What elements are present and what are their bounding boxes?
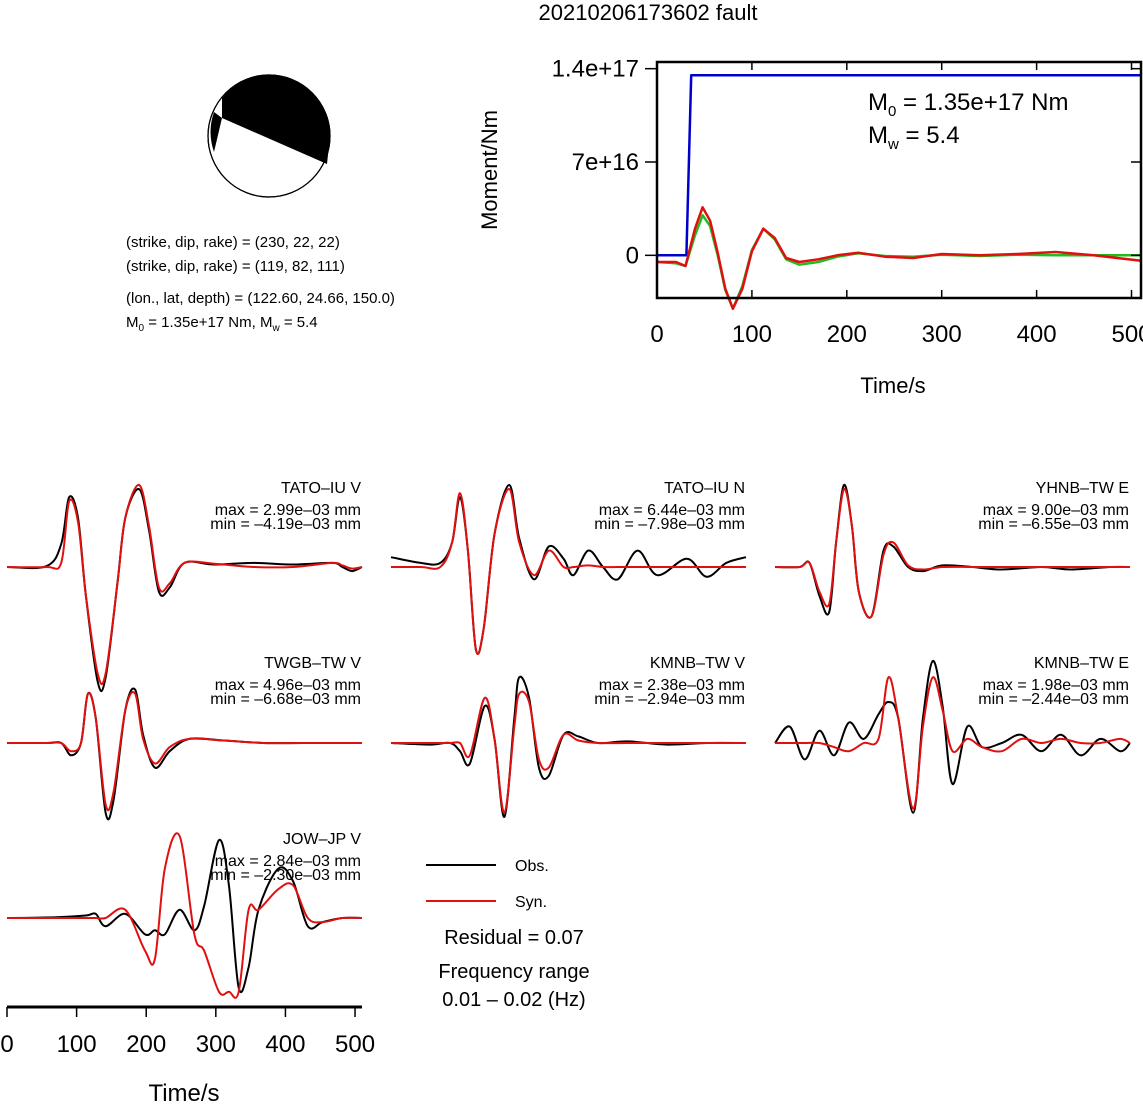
moment-y-label: Moment/Nm — [477, 110, 502, 230]
nodal-plane-2: (strike, dip, rake) = (119, 82, 111) — [126, 258, 345, 275]
moment-x-tick-label: 0 — [650, 321, 663, 348]
moment-series-1 — [656, 214, 1141, 310]
station-min: min = –6.68e–03 mm — [210, 691, 361, 708]
nodal-plane-1: (strike, dip, rake) = (230, 22, 22) — [126, 234, 340, 251]
synthetic-trace — [774, 488, 1130, 619]
legend-syn-label: Syn. — [515, 894, 547, 911]
waveform-x-tick-label: 500 — [335, 1031, 375, 1058]
observed-trace — [774, 659, 1131, 814]
legend: Obs. Syn. — [426, 858, 549, 911]
synthetic-trace — [391, 488, 746, 655]
waveform-x-axis: 0 100 200 300 400 500 — [0, 1005, 375, 1058]
station-max: max = 6.44e–03 mm — [599, 502, 745, 519]
moment-mw-annotation: Mw = 5.4 — [868, 122, 960, 153]
figure-title: 20210206173602 fault — [539, 0, 758, 25]
station-name: KMNB–TW E — [1034, 655, 1129, 672]
moment-x-tick-label: 300 — [922, 321, 962, 348]
moment-x-tick-label: 200 — [827, 321, 867, 348]
moment-m0-annotation: M0 = 1.35e+17 Nm — [868, 89, 1068, 120]
station-max: max = 2.38e–03 mm — [599, 677, 745, 694]
observed-trace — [7, 687, 362, 821]
waveform-x-tick-label: 300 — [196, 1031, 236, 1058]
moment-x-tick-label: 100 — [732, 321, 772, 348]
station-max: max = 4.96e–03 mm — [215, 677, 361, 694]
station-min: min = –2.44e–03 mm — [978, 691, 1129, 708]
moment-chart: Moment/Nm Time/s 0 100 200 300 400 500 0 7e+16 1… — [477, 56, 1143, 398]
moment-y-tick-label: 1.4e+17 — [552, 56, 639, 83]
station-name: TATO–IU N — [664, 480, 745, 497]
moment-x-label: Time/s — [860, 373, 925, 398]
moment-x-tick-label: 500 — [1111, 321, 1143, 348]
station-min: min = –7.98e–03 mm — [594, 516, 745, 533]
waveform-x-tick-label: 200 — [126, 1031, 166, 1058]
moment-series-0 — [657, 74, 1141, 257]
moment-summary: M0 = 1.35e+17 Nm, Mw = 5.4 — [126, 314, 318, 334]
station-name: JOW–JP V — [283, 831, 361, 848]
waveform-x-tick-label: 400 — [265, 1031, 305, 1058]
station-max: max = 2.99e–03 mm — [215, 502, 361, 519]
station-max: max = 1.98e–03 mm — [983, 677, 1129, 694]
moment-series-2 — [657, 206, 1142, 310]
station-min: min = –6.55e–03 mm — [978, 516, 1129, 533]
waveform-x-label: Time/s — [148, 1080, 219, 1104]
observed-trace — [390, 483, 747, 655]
synthetic-trace — [6, 484, 363, 686]
moment-y-tick-label: 0 — [626, 242, 639, 269]
station-min: min = –4.19e–03 mm — [210, 516, 361, 533]
moment-plot-frame — [655, 60, 1143, 300]
moment-x-tick-label: 400 — [1017, 321, 1057, 348]
waveform-x-tick-label: 100 — [57, 1031, 97, 1058]
residual-label: Residual = 0.07 — [444, 927, 584, 949]
legend-obs-label: Obs. — [515, 858, 549, 875]
frequency-range-value: 0.01 – 0.02 (Hz) — [442, 989, 585, 1011]
station-min: min = –2.94e–03 mm — [594, 691, 745, 708]
moment-y-tick-label: 7e+16 — [572, 149, 639, 176]
station-min: min = –2.30e–03 mm — [210, 867, 361, 884]
hypocenter-label: (lon., lat, depth) = (122.60, 24.66, 150… — [126, 290, 395, 307]
station-max: max = 9.00e–03 mm — [983, 502, 1129, 519]
station-name: KMNB–TW V — [650, 655, 745, 672]
station-max: max = 2.84e–03 mm — [215, 853, 361, 870]
station-name: TWGB–TW V — [264, 655, 361, 672]
synthetic-trace — [7, 832, 363, 999]
synthetic-trace — [7, 691, 362, 812]
observed-trace — [390, 675, 747, 818]
frequency-range-label: Frequency range — [438, 961, 589, 983]
synthetic-trace — [391, 690, 746, 814]
waveform-x-tick-label: 0 — [0, 1031, 13, 1058]
observed-trace — [6, 488, 363, 693]
beachball-icon — [207, 74, 331, 198]
station-name: TATO–IU V — [281, 480, 361, 497]
synthetic-trace — [775, 676, 1131, 810]
station-name: YHNB–TW E — [1036, 480, 1129, 497]
